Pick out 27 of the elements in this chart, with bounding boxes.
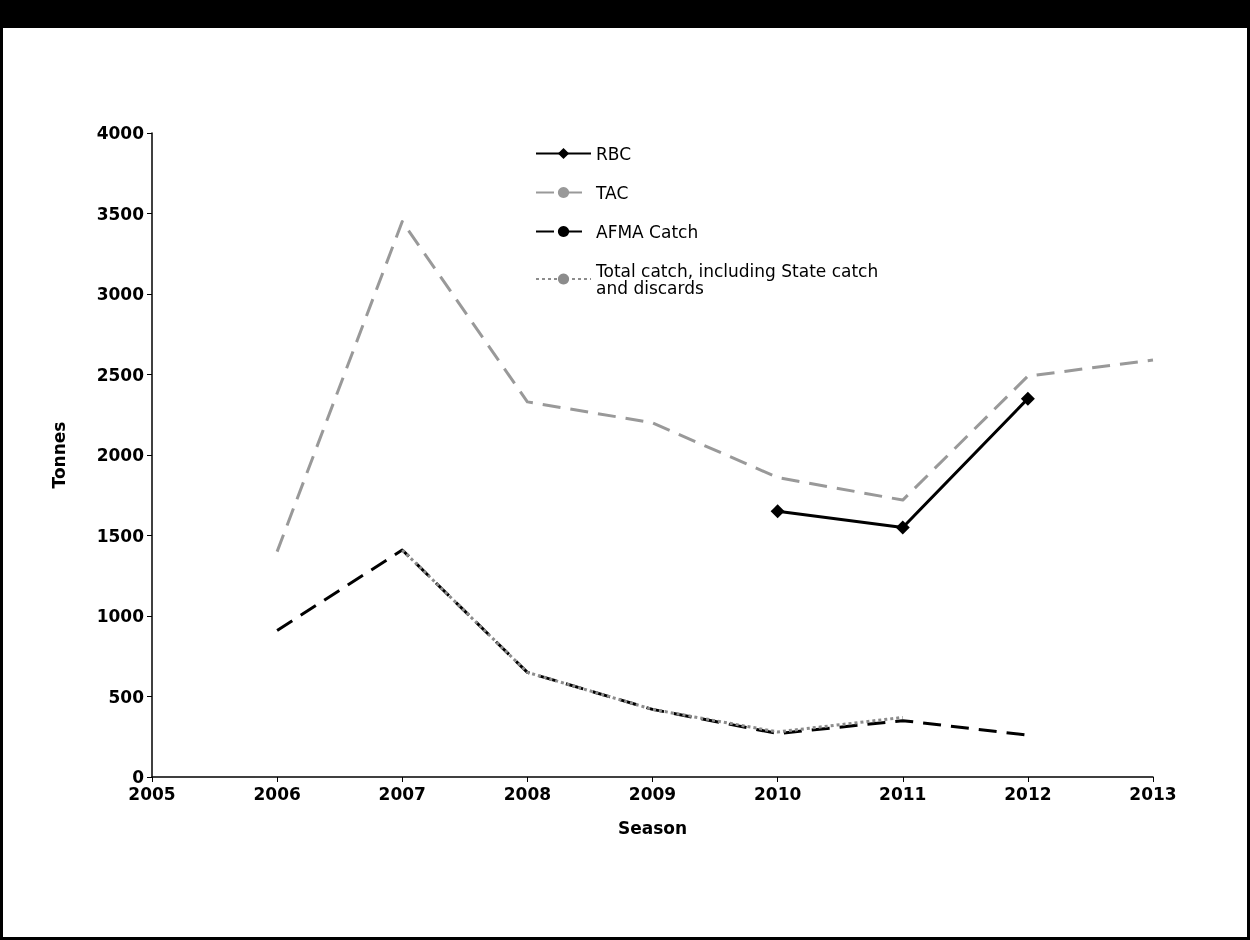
point <box>770 504 785 519</box>
x-tick-label: 2008 <box>503 783 552 804</box>
y-tick-label: 1000 <box>96 606 145 626</box>
y-tick-label: 2000 <box>96 445 145 465</box>
point <box>895 520 910 535</box>
y-tick-label: 2500 <box>96 364 145 385</box>
x-tick-label: 2011 <box>879 783 927 804</box>
point <box>1020 391 1035 406</box>
x-tick-label: 2010 <box>753 783 802 804</box>
y-tick-label: 4000 <box>96 123 145 143</box>
x-tick-label: 2012 <box>1004 783 1052 804</box>
y-tick-label: 1500 <box>96 525 145 546</box>
line-series <box>275 220 1155 554</box>
x-tick-label: 2007 <box>378 783 426 804</box>
y-axis-title: Tonnes <box>48 421 69 489</box>
x-tick-label: 2009 <box>628 783 677 804</box>
y-tick-label: 3000 <box>96 284 145 304</box>
y-tick-label: 3500 <box>96 203 145 224</box>
legend-label: RBC <box>596 143 632 164</box>
x-axis-title: Season <box>617 817 688 838</box>
legend-label: TAC <box>595 182 629 203</box>
legend-label: AFMA Catch <box>596 221 699 242</box>
x-tick-label: 2013 <box>1129 783 1177 804</box>
legend-label: Total catch, including State catch and discards <box>595 260 884 298</box>
line-series <box>400 548 905 734</box>
x-tick-label: 2006 <box>253 783 301 804</box>
y-tick-label: 500 <box>108 686 145 707</box>
